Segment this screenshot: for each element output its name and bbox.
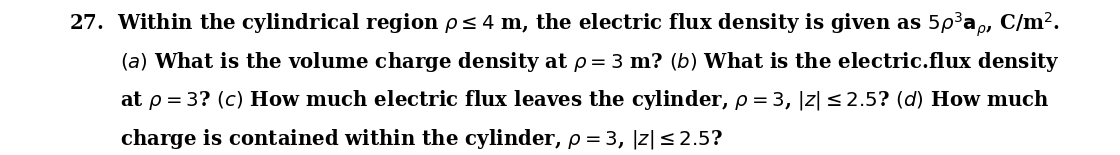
Text: at $\rho = 3$? $(c)$ How much electric flux leaves the cylinder, $\rho = 3$, $|z: at $\rho = 3$? $(c)$ How much electric f… bbox=[120, 88, 1049, 112]
Text: charge is contained within the cylinder, $\rho = 3$, $|z| \leq 2.5$?: charge is contained within the cylinder,… bbox=[120, 127, 722, 151]
Text: 27.  Within the cylindrical region $\rho \leq 4$ m, the electric flux density is: 27. Within the cylindrical region $\rho … bbox=[69, 11, 1061, 39]
Text: $(a)$ What is the volume charge density at $\rho = 3$ m? $(b)$ What is the elect: $(a)$ What is the volume charge density … bbox=[120, 50, 1060, 74]
